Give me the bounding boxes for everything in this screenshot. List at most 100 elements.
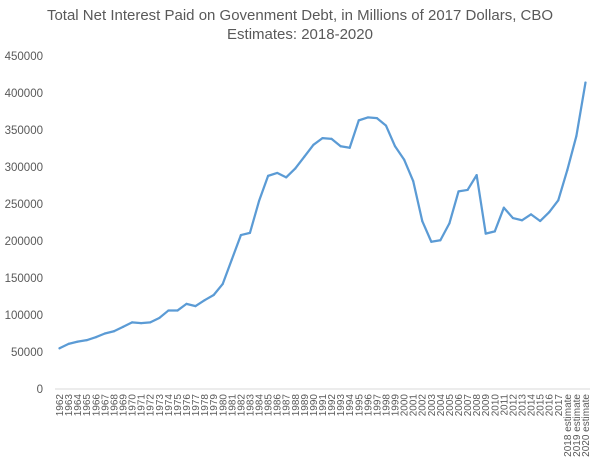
data-point	[557, 199, 560, 202]
data-point	[230, 258, 233, 261]
x-tick-label: 1996	[363, 394, 374, 417]
x-tick-label: 1976	[182, 394, 193, 417]
x-tick-label: 2011	[499, 394, 510, 416]
x-tick-label: 2002	[418, 394, 429, 417]
x-tick-label: 2020 estimate	[581, 394, 592, 457]
x-tick-label: 1983	[245, 394, 256, 417]
x-tick-label: 1972	[146, 394, 157, 417]
x-tick-label: 1992	[327, 394, 338, 417]
data-point	[466, 188, 469, 192]
x-tick-label: 1977	[191, 394, 202, 417]
data-point	[511, 216, 515, 220]
data-point	[439, 239, 442, 242]
y-tick-label: 100000	[5, 310, 43, 322]
x-tick-label: 1980	[218, 394, 229, 417]
data-point	[140, 322, 143, 325]
x-tick-label: 1974	[164, 394, 175, 417]
y-tick-label: 150000	[5, 273, 43, 285]
data-point	[239, 233, 242, 237]
x-tick-label: 1997	[372, 394, 383, 417]
data-point	[94, 336, 97, 339]
x-tick-label: 1991	[318, 394, 329, 417]
data-point	[67, 342, 70, 345]
y-axis: 0 50000 100000 150000 200000 250000 300000 3500…	[5, 51, 43, 396]
x-tick-label: 1985	[264, 394, 275, 417]
x-tick-label: 1962	[55, 394, 66, 417]
chart-title-line-1: Total Net Interest Paid on Govenment Deb…	[47, 7, 553, 24]
data-point	[566, 168, 569, 172]
data-point	[221, 282, 224, 286]
x-tick-label: 2015	[536, 394, 547, 417]
data-point	[158, 316, 161, 320]
x-tick-label: 1971	[137, 394, 148, 417]
y-tick-label: 300000	[5, 162, 43, 174]
data-point	[248, 231, 252, 234]
data-point	[529, 213, 533, 216]
data-point	[130, 321, 134, 324]
x-tick-label: 2000	[400, 394, 411, 417]
data-point	[548, 211, 551, 214]
data-point	[575, 134, 578, 138]
x-tick-label: 1990	[309, 394, 320, 417]
data-point	[294, 167, 297, 170]
x-axis: 1962196319641965196619671968196919701971…	[55, 388, 592, 457]
x-tick-label: 2016	[545, 394, 556, 417]
x-tick-label: 2014	[527, 394, 538, 417]
data-point	[339, 145, 342, 148]
data-point	[421, 219, 424, 223]
x-tick-label: 1995	[354, 394, 365, 417]
data-point	[176, 309, 179, 312]
data-point	[121, 325, 125, 328]
x-tick-label: 2018 estimate	[563, 394, 574, 457]
data-point	[76, 340, 79, 343]
data-point	[384, 124, 388, 127]
data-point	[85, 339, 88, 342]
series-line	[58, 81, 587, 350]
data-point	[539, 219, 542, 223]
x-tick-label: 1981	[227, 394, 238, 417]
data-point	[167, 309, 170, 312]
x-tick-label: 1978	[200, 394, 211, 417]
chart-title-line-2: Estimates: 2018-2020	[227, 26, 373, 43]
x-tick-label: 1988	[291, 394, 302, 417]
x-tick-label: 1968	[109, 394, 120, 417]
data-point	[457, 190, 460, 193]
x-tick-label: 1973	[155, 394, 166, 417]
data-point	[502, 206, 505, 209]
x-tick-label: 1986	[273, 394, 284, 417]
x-tick-label: 2005	[445, 394, 456, 417]
x-tick-label: 2004	[436, 394, 447, 417]
data-point	[484, 232, 487, 235]
data-point	[149, 321, 152, 324]
data-point	[203, 299, 206, 302]
x-tick-label: 2017	[554, 394, 565, 417]
data-point	[348, 146, 351, 149]
data-point	[475, 174, 478, 177]
data-point	[430, 240, 433, 243]
data-point	[194, 305, 197, 308]
data-point	[403, 158, 406, 161]
x-tick-label: 1998	[381, 394, 392, 417]
x-tick-label: 1965	[82, 394, 93, 417]
x-tick-label: 2008	[472, 394, 483, 417]
x-tick-label: 2013	[517, 394, 528, 417]
data-point	[366, 116, 369, 119]
data-point	[58, 347, 61, 350]
plot-area	[58, 81, 587, 350]
data-point	[303, 155, 306, 158]
x-tick-label: 1966	[91, 394, 102, 417]
data-point	[330, 137, 333, 140]
x-tick-label: 1989	[300, 394, 311, 417]
x-tick-label: 1967	[100, 394, 111, 417]
x-tick-label: 2003	[427, 394, 438, 417]
data-point	[448, 222, 451, 225]
y-tick-label: 400000	[5, 88, 43, 100]
x-tick-label: 1969	[119, 394, 130, 417]
data-point	[285, 176, 288, 179]
data-point	[212, 293, 215, 297]
data-point	[321, 137, 324, 140]
y-tick-label: 450000	[5, 51, 43, 63]
data-point	[584, 81, 587, 84]
x-tick-label: 2012	[508, 394, 519, 417]
